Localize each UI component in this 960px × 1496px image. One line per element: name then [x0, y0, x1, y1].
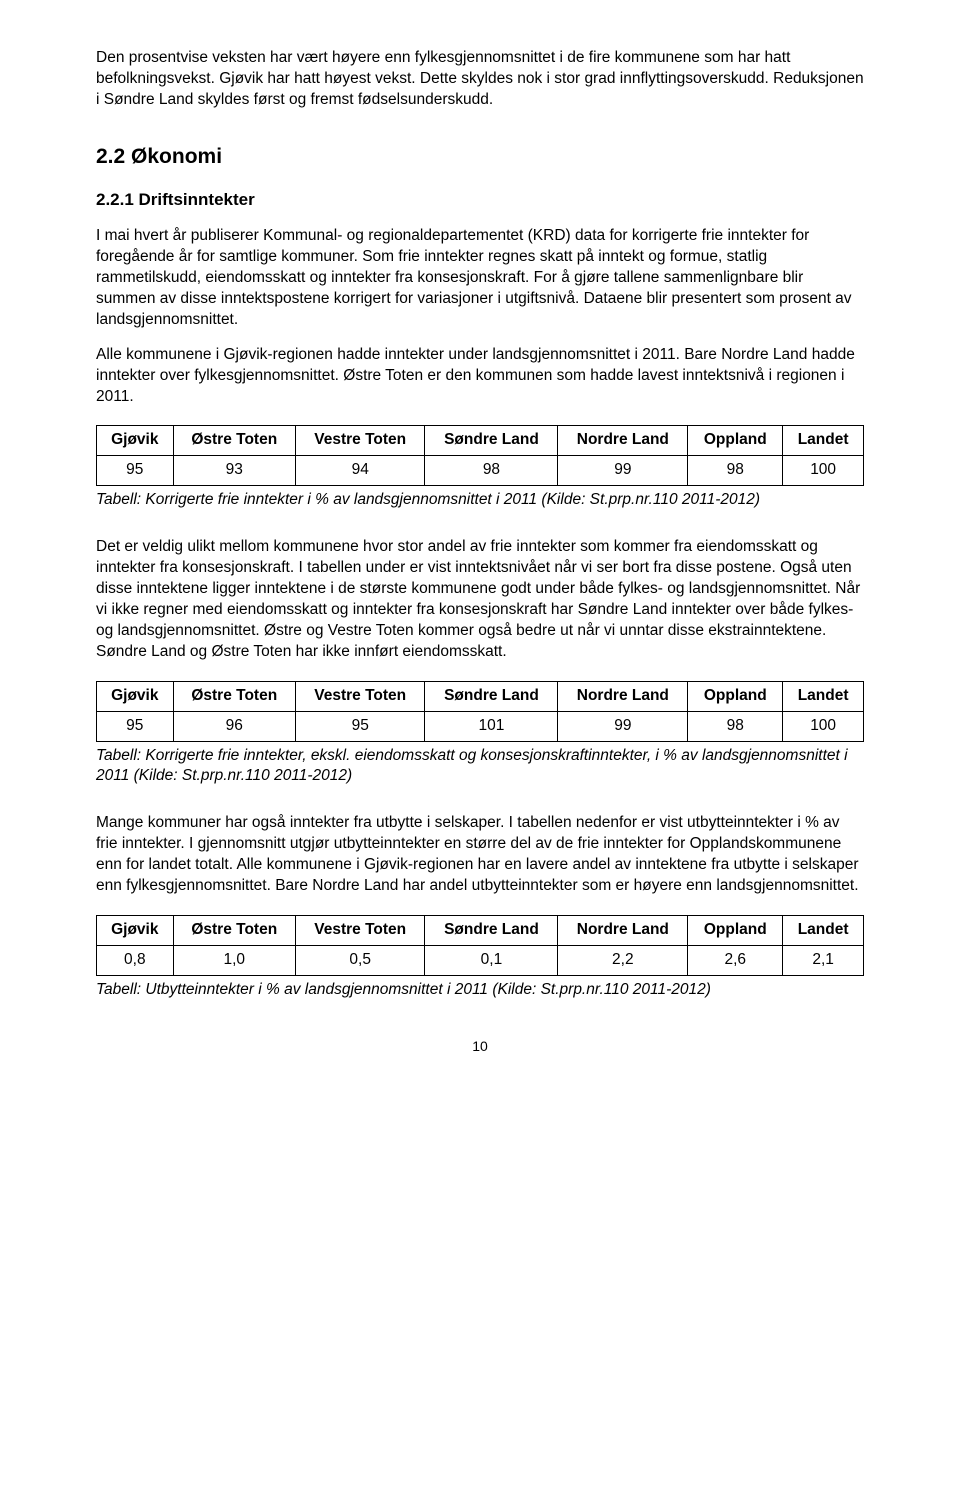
cell: 94	[295, 456, 425, 486]
col-ostre-toten: Østre Toten	[173, 426, 295, 456]
cell: 98	[425, 456, 558, 486]
subsection-heading-income: 2.2.1 Driftsinntekter	[96, 189, 864, 212]
table-header-row: Gjøvik Østre Toten Vestre Toten Søndre L…	[97, 916, 864, 946]
table-header-row: Gjøvik Østre Toten Vestre Toten Søndre L…	[97, 426, 864, 456]
table-header-row: Gjøvik Østre Toten Vestre Toten Søndre L…	[97, 681, 864, 711]
col-gjovik: Gjøvik	[97, 426, 174, 456]
col-sondre-land: Søndre Land	[425, 681, 558, 711]
cell: 101	[425, 711, 558, 741]
col-nordre-land: Nordre Land	[558, 916, 688, 946]
cell: 2,1	[783, 946, 864, 976]
col-nordre-land: Nordre Land	[558, 681, 688, 711]
cell: 2,6	[688, 946, 783, 976]
cell: 98	[688, 456, 783, 486]
cell: 0,5	[295, 946, 425, 976]
col-landet: Landet	[783, 916, 864, 946]
table-dividend-income: Gjøvik Østre Toten Vestre Toten Søndre L…	[96, 915, 864, 976]
col-ostre-toten: Østre Toten	[173, 916, 295, 946]
table-row: 95 96 95 101 99 98 100	[97, 711, 864, 741]
cell: 100	[783, 711, 864, 741]
table-caption-1: Tabell: Korrigerte frie inntekter i % av…	[96, 490, 864, 511]
body-paragraph-3: Alle kommunene i Gjøvik-regionen hadde i…	[96, 345, 864, 408]
col-vestre-toten: Vestre Toten	[295, 426, 425, 456]
cell: 98	[688, 711, 783, 741]
cell: 99	[558, 456, 688, 486]
col-oppland: Oppland	[688, 916, 783, 946]
col-vestre-toten: Vestre Toten	[295, 681, 425, 711]
table-caption-3: Tabell: Utbytteinntekter i % av landsgje…	[96, 980, 864, 1001]
cell: 95	[97, 711, 174, 741]
col-sondre-land: Søndre Land	[425, 426, 558, 456]
col-oppland: Oppland	[688, 426, 783, 456]
cell: 93	[173, 456, 295, 486]
col-landet: Landet	[783, 426, 864, 456]
table-row: 0,8 1,0 0,5 0,1 2,2 2,6 2,1	[97, 946, 864, 976]
page-number: 10	[96, 1037, 864, 1056]
col-gjovik: Gjøvik	[97, 916, 174, 946]
body-paragraph-4: Det er veldig ulikt mellom kommunene hvo…	[96, 537, 864, 663]
col-ostre-toten: Østre Toten	[173, 681, 295, 711]
body-paragraph-5: Mange kommuner har også inntekter fra ut…	[96, 813, 864, 897]
col-nordre-land: Nordre Land	[558, 426, 688, 456]
cell: 1,0	[173, 946, 295, 976]
body-paragraph-2: I mai hvert år publiserer Kommunal- og r…	[96, 226, 864, 331]
table-corrected-income: Gjøvik Østre Toten Vestre Toten Søndre L…	[96, 425, 864, 486]
cell: 95	[97, 456, 174, 486]
col-oppland: Oppland	[688, 681, 783, 711]
table-row: 95 93 94 98 99 98 100	[97, 456, 864, 486]
cell: 100	[783, 456, 864, 486]
table-excl-eiendom: Gjøvik Østre Toten Vestre Toten Søndre L…	[96, 681, 864, 742]
section-heading-economy: 2.2 Økonomi	[96, 143, 864, 171]
col-gjovik: Gjøvik	[97, 681, 174, 711]
cell: 95	[295, 711, 425, 741]
col-landet: Landet	[783, 681, 864, 711]
col-sondre-land: Søndre Land	[425, 916, 558, 946]
cell: 0,8	[97, 946, 174, 976]
cell: 96	[173, 711, 295, 741]
cell: 0,1	[425, 946, 558, 976]
table-caption-2: Tabell: Korrigerte frie inntekter, ekskl…	[96, 746, 864, 788]
col-vestre-toten: Vestre Toten	[295, 916, 425, 946]
intro-paragraph: Den prosentvise veksten har vært høyere …	[96, 48, 864, 111]
cell: 2,2	[558, 946, 688, 976]
cell: 99	[558, 711, 688, 741]
